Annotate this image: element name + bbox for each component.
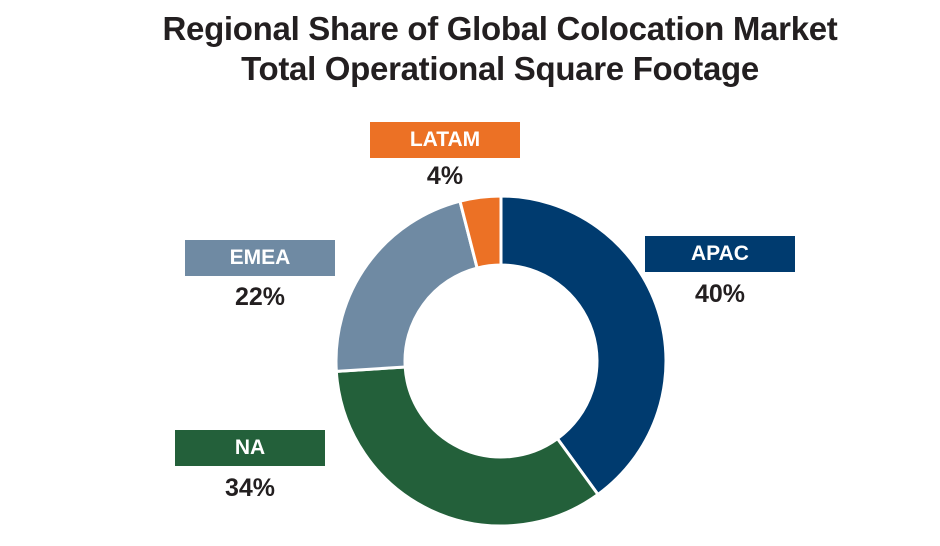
donut-slice-latam xyxy=(458,194,503,270)
donut-slice-apac xyxy=(499,194,668,497)
label-emea: EMEA xyxy=(185,240,335,276)
chart-subtitle: Total Operational Square Footage xyxy=(241,50,759,87)
value-emea: 22% xyxy=(234,283,286,311)
donut-slice-emea xyxy=(334,199,479,373)
value-na: 34% xyxy=(224,474,276,502)
value-latam: 4% xyxy=(426,162,464,190)
label-na: NA xyxy=(175,430,325,466)
chart-title: Regional Share of Global Colocation Mark… xyxy=(162,10,838,47)
label-apac: APAC xyxy=(645,236,795,272)
donut-slice-na xyxy=(334,365,601,528)
value-apac: 40% xyxy=(694,280,746,308)
label-latam: LATAM xyxy=(370,122,520,158)
